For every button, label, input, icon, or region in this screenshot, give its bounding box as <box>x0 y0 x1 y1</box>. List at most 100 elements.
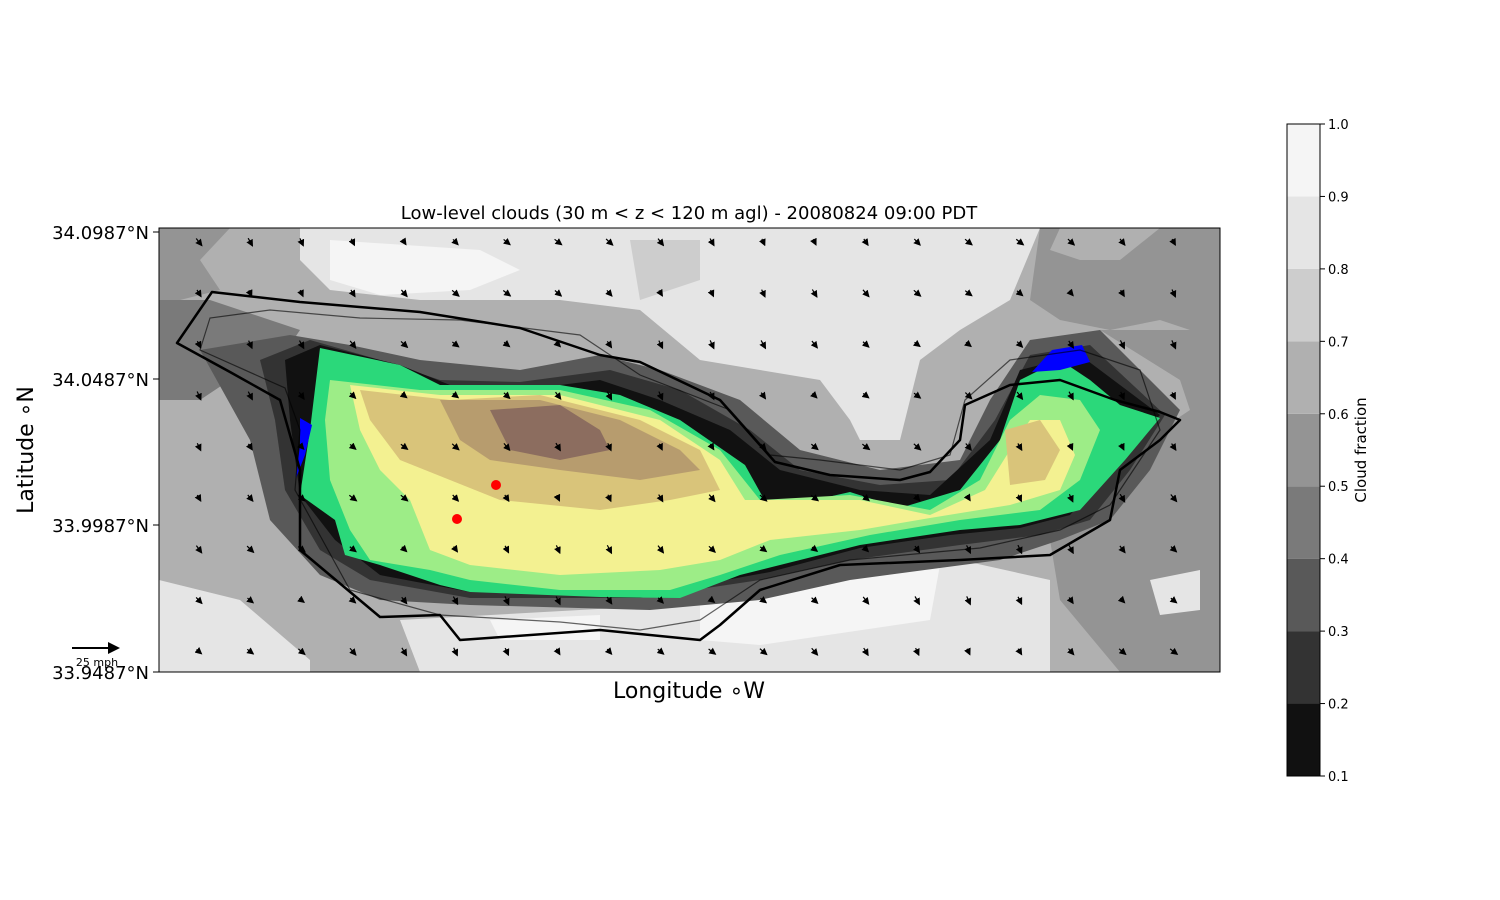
wind-arrow <box>553 493 561 502</box>
wind-arrow <box>297 595 305 604</box>
wind-arrow <box>759 442 767 451</box>
y-tick-label: 33.9487°N <box>52 663 149 684</box>
wind-arrow <box>245 289 253 298</box>
colorbar-tick-label: 0.6 <box>1328 408 1349 423</box>
wind-arrow <box>451 647 459 657</box>
wind-arrow <box>913 289 922 297</box>
colorbar-label: Cloud fraction <box>1352 397 1370 502</box>
plot-frame <box>158 227 1221 673</box>
wind-arrow <box>656 238 665 247</box>
wind-arrow <box>246 237 254 247</box>
wind-arrow <box>502 494 510 503</box>
wind-arrow <box>451 340 460 348</box>
wind-arrow <box>758 238 766 247</box>
wind-arrow <box>1015 596 1023 606</box>
wind-arrow <box>656 647 665 655</box>
wind-arrow <box>605 391 613 401</box>
wind-arrow <box>502 545 510 554</box>
wind-arrow <box>245 442 253 451</box>
wind-arrow <box>451 391 460 399</box>
wind-arrow <box>810 289 818 298</box>
wind-arrow <box>554 391 562 401</box>
wind-arrow <box>1067 391 1074 401</box>
wind-arrow <box>1118 340 1125 350</box>
colorbar-tick-label: 0.8 <box>1328 263 1349 278</box>
wind-arrow <box>195 545 203 554</box>
colorbar-band <box>1287 558 1320 632</box>
wind-arrow <box>1169 443 1177 452</box>
wind-arrow <box>759 340 767 350</box>
wind-arrow <box>349 545 357 553</box>
wind-key: 25 mph <box>72 642 120 669</box>
wind-arrow <box>810 647 819 656</box>
wind-arrow <box>1067 494 1074 503</box>
wind-arrow <box>913 443 922 451</box>
colorbar: 0.1 0.2 0.3 0.4 0.5 0.6 0.7 0.8 0.9 1.0 <box>1286 118 1349 785</box>
y-axis: 34.0987°N 34.0487°N 33.9987°N 33.9487°N <box>52 223 159 684</box>
wind-arrow <box>400 647 408 657</box>
wind-arrow <box>1169 289 1177 298</box>
wind-arrow <box>451 596 459 606</box>
colorbar-band <box>1287 703 1320 776</box>
wind-arrow <box>861 544 870 553</box>
wind-arrow <box>1066 596 1074 605</box>
wind-arrow <box>862 493 870 502</box>
wind-arrow <box>759 289 766 298</box>
wind-arrow <box>503 238 511 246</box>
wind-arrow <box>349 647 357 656</box>
wind-arrow <box>707 595 716 604</box>
wind-arrow <box>605 596 613 605</box>
wind-arrow <box>1015 647 1023 656</box>
coastline-inner <box>199 309 1161 631</box>
wind-arrow <box>964 238 973 246</box>
station-marker <box>452 514 462 524</box>
wind-arrow <box>809 390 818 399</box>
wind-arrow <box>348 391 357 400</box>
wind-arrow <box>1169 494 1178 503</box>
wind-arrow <box>1117 442 1125 451</box>
wind-arrow <box>1066 442 1074 451</box>
wind-arrow <box>1067 647 1075 656</box>
wind-key-label: 25 mph <box>76 656 118 669</box>
wind-arrow <box>759 494 768 502</box>
colorbar-tick-label: 0.7 <box>1328 335 1349 350</box>
wind-arrow <box>400 494 409 502</box>
wind-arrow <box>1169 596 1178 604</box>
wind-arrow <box>502 340 511 348</box>
wind-arrow <box>861 340 870 348</box>
wind-arrow <box>810 596 819 604</box>
wind-arrow <box>503 442 511 452</box>
wind-arrow <box>862 596 870 605</box>
contour-fill <box>159 228 1220 672</box>
wind-arrow <box>246 340 253 350</box>
wind-arrow <box>1015 238 1025 246</box>
wind-arrow <box>1015 340 1024 349</box>
wind-arrow <box>554 442 561 452</box>
wind-arrow <box>297 340 305 350</box>
wind-arrow <box>246 545 255 554</box>
wind-arrow <box>708 545 716 553</box>
wind-arrow <box>297 391 305 401</box>
wind-arrow <box>348 596 357 604</box>
wind-arrow <box>1015 443 1023 452</box>
wind-arrow <box>656 340 664 350</box>
wind-arrow <box>194 493 202 503</box>
colorbar-frame <box>1286 123 1321 777</box>
station-marker <box>491 480 501 490</box>
wind-arrow <box>348 442 357 450</box>
wind-arrow <box>297 289 304 298</box>
wind-arrow <box>964 289 973 297</box>
wind-arrow <box>195 391 202 401</box>
wind-arrow <box>605 238 614 246</box>
wind-arrow <box>759 545 768 553</box>
colorbar-tick-label: 0.3 <box>1328 625 1349 640</box>
wind-arrow <box>502 647 510 657</box>
wind-arrow <box>195 238 203 247</box>
wind-arrow <box>964 443 972 452</box>
wind-arrow <box>502 596 510 606</box>
wind-arrow <box>450 544 459 553</box>
wind-arrow <box>707 442 715 451</box>
wind-arrow <box>656 391 664 401</box>
wind-arrow <box>913 545 921 554</box>
